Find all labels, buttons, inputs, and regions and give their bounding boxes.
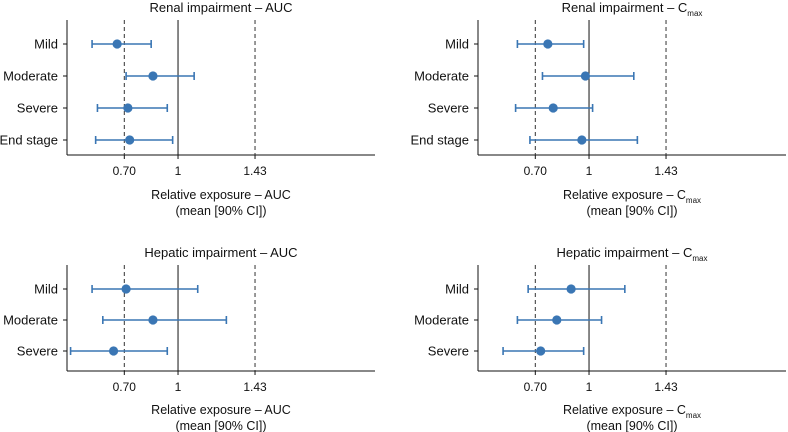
mean-point bbox=[125, 135, 135, 145]
panel-3: Hepatic impairment – AUC 0.70 1 1.43 Relativ… bbox=[3, 245, 375, 432]
mean-point bbox=[536, 346, 546, 356]
panel-title: Hepatic impairment – AUC bbox=[144, 245, 297, 260]
category-label: Moderate bbox=[414, 69, 469, 84]
panel-1: Renal impairment – AUC 0.70 1 1.43 Relative … bbox=[0, 0, 375, 218]
mean-point bbox=[548, 103, 558, 113]
x-axis-label-line2: (mean [90% CI]) bbox=[586, 419, 677, 432]
mean-point bbox=[123, 103, 133, 113]
panel-title-subscript: max bbox=[692, 254, 707, 263]
mean-point bbox=[108, 346, 119, 356]
category-label: Moderate bbox=[3, 69, 58, 84]
x-axis-label-line2: (mean [90% CI]) bbox=[175, 419, 266, 432]
x-axis-label: Relative exposure – AUC bbox=[151, 188, 291, 202]
mean-point bbox=[112, 39, 122, 49]
category-label: End stage bbox=[0, 133, 58, 148]
x-axis-label-main: Relative exposure – AUC bbox=[151, 188, 291, 202]
category-label: Moderate bbox=[3, 313, 58, 328]
category-label: End stage bbox=[410, 133, 469, 148]
category-label: Severe bbox=[428, 101, 469, 116]
mean-point bbox=[121, 284, 131, 294]
mean-point bbox=[566, 284, 576, 294]
panel-title: Renal impairment – Cmax bbox=[562, 0, 703, 18]
category-label: Severe bbox=[17, 344, 58, 359]
x-axis-label-line2: (mean [90% CI]) bbox=[586, 204, 677, 218]
mean-point bbox=[577, 135, 587, 145]
panel-title: Renal impairment – AUC bbox=[149, 0, 292, 15]
mean-point bbox=[148, 315, 158, 325]
x-axis-label-subscript: max bbox=[686, 196, 701, 205]
x-axis-label: Relative exposure – Cmax bbox=[563, 403, 701, 420]
x-tick-label: 1.43 bbox=[654, 380, 678, 394]
x-tick-label: 1 bbox=[175, 380, 182, 394]
x-axis-label-main: Relative exposure – C bbox=[563, 403, 686, 417]
x-tick-label: 1 bbox=[175, 164, 182, 178]
category-label: Mild bbox=[445, 282, 469, 297]
panel-title-main: Hepatic impairment – AUC bbox=[144, 245, 297, 260]
panel-title: Hepatic impairment – Cmax bbox=[557, 245, 708, 263]
x-axis-label: Relative exposure – Cmax bbox=[563, 188, 701, 205]
x-tick-label: 1 bbox=[586, 380, 593, 394]
x-tick-label: 1.43 bbox=[243, 380, 267, 394]
x-axis-label-line2: (mean [90% CI]) bbox=[175, 204, 266, 218]
panel-title-subscript: max bbox=[687, 9, 702, 18]
category-label: Severe bbox=[17, 101, 58, 116]
mean-point bbox=[552, 315, 562, 325]
x-tick-label: 1.43 bbox=[243, 164, 267, 178]
x-tick-label: 1 bbox=[586, 164, 593, 178]
panel-title-main: Renal impairment – AUC bbox=[149, 0, 292, 15]
x-tick-label: 0.70 bbox=[113, 380, 137, 394]
mean-point bbox=[148, 71, 158, 81]
category-label: Mild bbox=[445, 37, 469, 52]
x-tick-label: 0.70 bbox=[524, 164, 548, 178]
panel-title-main: Renal impairment – C bbox=[562, 0, 688, 15]
x-tick-label: 0.70 bbox=[113, 164, 137, 178]
x-axis-label-main: Relative exposure – C bbox=[563, 188, 686, 202]
x-axis-label-main: Relative exposure – AUC bbox=[151, 403, 291, 417]
category-label: Mild bbox=[34, 282, 58, 297]
x-tick-label: 1.43 bbox=[654, 164, 678, 178]
x-axis-label-subscript: max bbox=[686, 411, 701, 420]
x-axis-label: Relative exposure – AUC bbox=[151, 403, 291, 417]
mean-point bbox=[580, 71, 591, 81]
category-label: Moderate bbox=[414, 313, 469, 328]
category-label: Severe bbox=[428, 344, 469, 359]
mean-point bbox=[543, 39, 553, 49]
x-tick-label: 0.70 bbox=[524, 380, 548, 394]
panel-title-main: Hepatic impairment – C bbox=[557, 245, 693, 260]
category-label: Mild bbox=[34, 37, 58, 52]
